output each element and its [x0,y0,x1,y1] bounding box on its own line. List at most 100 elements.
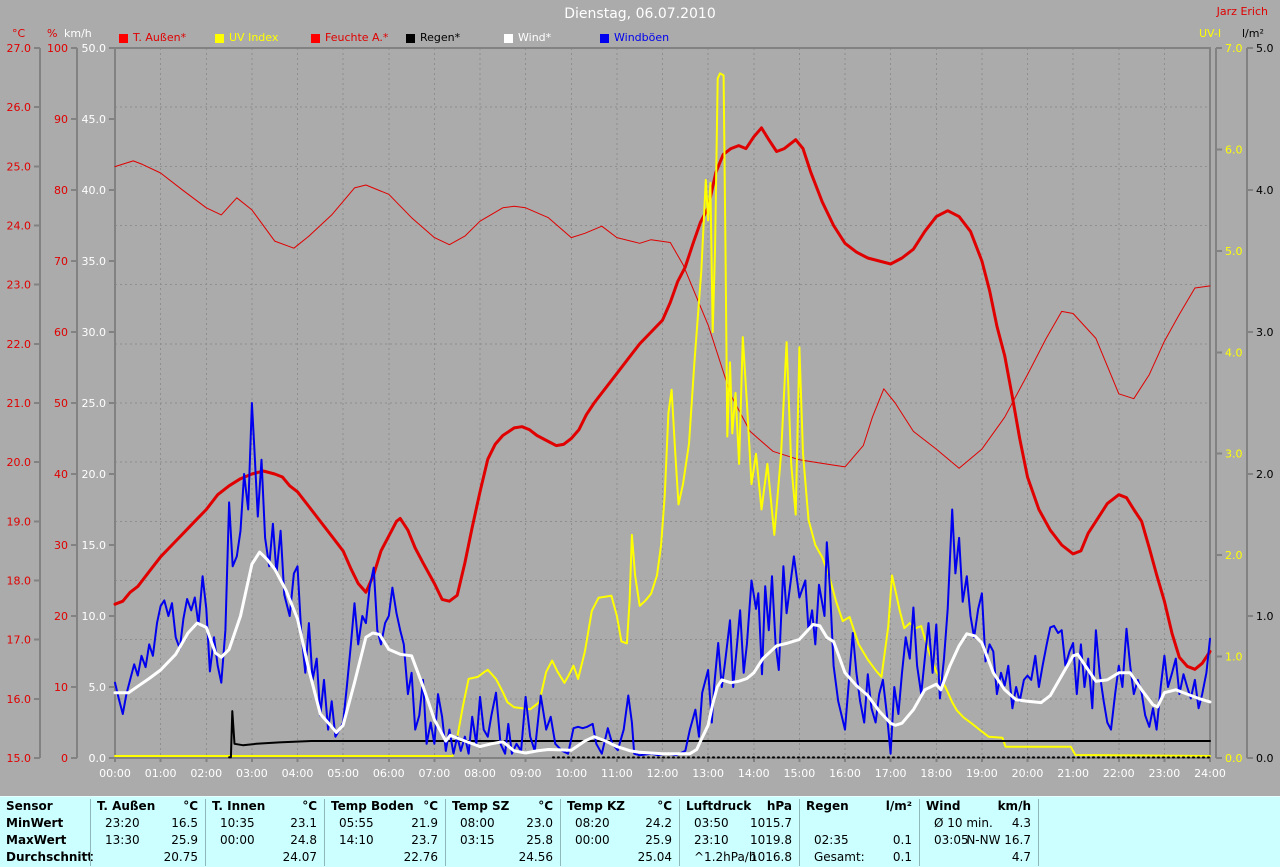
row-label-maxwert: MaxWert [6,833,67,847]
weather-chart: 27.0 26.0 25.0 24.0 23.0 22.0 21.0 20.0 19.0 18.0… [7,42,1274,780]
cell-value: 21.9 [411,816,438,830]
tick-label-pct: 80 [54,184,68,197]
table-row-labels: Sensor MinWert MaxWert Durchschnitt [0,797,93,867]
cell-time: 10:35 [220,816,255,830]
x-tick-label: 18:00 [920,767,952,780]
cell-time: 00:00 [220,833,255,847]
tick-label-kmh: 45.0 [82,113,107,126]
cell-value: 25.8 [526,833,553,847]
value-row: 14:10 23.7 [331,833,438,850]
cell-time: Gesamt: [814,850,865,864]
cell-time: T. Außen [97,799,156,813]
sensor-column-4: Temp SZ °C 08:00 23.0 03:15 25.8 24.56 [452,797,553,867]
cell-value: 4.3 [1011,816,1031,830]
sensor-column-8: Wind km/h Ø 10 min. 4.3 03:05 N-NW 16.7 4.7 [926,797,1031,867]
table-separator [324,799,325,866]
tick-label-pct: 30 [54,539,68,552]
tick-label-kmh: 25.0 [82,397,107,410]
cell-value: °C [657,799,672,813]
tick-label-uv: 4.0 [1225,346,1243,359]
table-separator [205,799,206,866]
cell-value: 24.2 [645,816,672,830]
table-separator [560,799,561,866]
tick-label-uv: 2.0 [1225,549,1243,562]
series-5-kmh [114,402,1211,757]
tick-label-kmh: 0.0 [89,752,107,765]
x-tick-label: 00:00 [99,767,131,780]
x-tick-label: 21:00 [1057,767,1089,780]
tick-label-pct: 20 [54,610,68,623]
tick-label-rain: 0.0 [1256,752,1274,765]
value-row: 03:05 N-NW 16.7 [926,833,1031,850]
x-tick-label: 08:00 [464,767,496,780]
x-tick-label: 11:00 [601,767,633,780]
cell-value: 23.0 [526,816,553,830]
stats-table: Sensor MinWert MaxWert Durchschnitt T. Außen… [0,796,1280,867]
cell-value: 0.1 [892,850,912,864]
x-tick-label: 02:00 [190,767,222,780]
tick-label-rain: 2.0 [1256,468,1274,481]
value-row: 08:20 24.2 [567,816,672,833]
row-label-durchschnitt: Durchschnitt [6,850,94,864]
axis-unit-temp: °C [12,27,26,40]
tick-label-uv: 1.0 [1225,651,1243,664]
column-header: Temp KZ °C [567,799,672,816]
cell-time: Ø 10 min. [934,816,993,830]
x-tick-label: 10:00 [555,767,587,780]
x-axis-labels: 00:00 01:00 02:00 03:00 04:00 05:00 06:00 07:00… [99,758,1226,780]
cell-value: 25.9 [171,833,198,847]
value-row: 20.75 [97,850,198,867]
legend-label: Feuchte A.* [325,31,389,44]
sensor-column-7: Regen l/m² 02:35 0.1 Gesamt: 0.1 [806,797,912,867]
series-2-uv [114,72,1211,757]
tick-label-kmh: 20.0 [82,468,107,481]
axis-temp: 27.0 26.0 25.0 24.0 23.0 22.0 21.0 20.0 19.0 18.0… [7,42,41,765]
legend-swatch [215,34,224,43]
table-separator [919,799,920,866]
tick-label-uv: 6.0 [1225,143,1243,156]
legend-label: UV Index [229,31,279,44]
cell-value: km/h [997,799,1031,813]
tick-label-rain: 5.0 [1256,42,1274,55]
tick-label-rain: 3.0 [1256,326,1274,339]
tick-label-pct: 0 [61,752,68,765]
cell-time: Wind [926,799,961,813]
tick-label-kmh: 40.0 [82,184,107,197]
column-header: Luftdruck hPa [686,799,792,816]
cell-time: 23:10 [694,833,729,847]
tick-label-kmh: 10.0 [82,610,107,623]
value-row: 13:30 25.9 [97,833,198,850]
cell-value: 1015.7 [750,816,792,830]
gridlines [115,48,1210,758]
legend-label: Wind* [518,31,552,44]
cell-time: Temp Boden [331,799,414,813]
tick-label-temp: 20.0 [7,456,32,469]
x-tick-label: 05:00 [327,767,359,780]
tick-label-temp: 26.0 [7,101,32,114]
cell-value: 22.76 [403,850,438,864]
cell-time: Temp SZ [452,799,510,813]
page-title: Dienstag, 06.07.2010 [564,6,716,22]
cell-time: Luftdruck [686,799,752,813]
row-label-sensor: Sensor [6,799,53,813]
value-row: 00:00 25.9 [567,833,672,850]
value-row: 10:35 23.1 [212,816,317,833]
cell-value: 0.1 [892,833,912,847]
value-row: 00:00 24.8 [212,833,317,850]
tick-label-temp: 27.0 [7,42,32,55]
cell-time: 02:35 [814,833,849,847]
tick-label-temp: 16.0 [7,693,32,706]
table-separator [799,799,800,866]
tick-label-temp: 19.0 [7,515,32,528]
cell-time: 08:20 [575,816,610,830]
value-row [806,816,912,833]
cell-time: 08:00 [460,816,495,830]
sensor-column-6: Luftdruck hPa 03:50 1015.7 23:10 1019.8 ^1.2hP… [686,797,792,867]
value-row: ^1.2hPa/h 1016.8 [686,850,792,867]
value-row: Ø 10 min. 4.3 [926,816,1031,833]
tick-label-pct: 90 [54,113,68,126]
cell-time: 23:20 [105,816,140,830]
series-1-temp [113,126,1212,671]
cell-value: 4.7 [1011,850,1031,864]
